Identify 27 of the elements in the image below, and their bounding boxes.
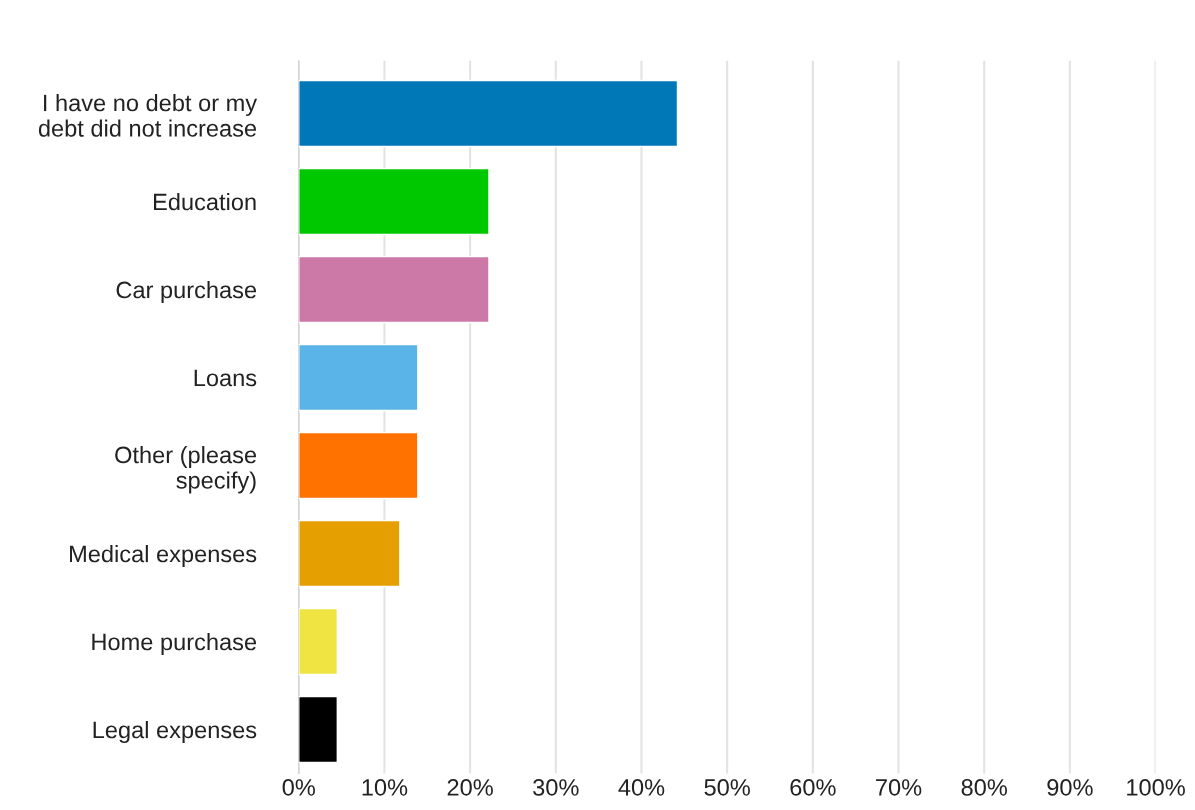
y-tick-label: Legal expenses: [93, 720, 257, 743]
x-tick-label: 10%: [362, 779, 408, 796]
bar: [298, 343, 419, 412]
x-tick-label: 60%: [790, 779, 836, 796]
y-tick-label: Medical expenses: [70, 544, 257, 567]
y-tick-label: Education: [154, 192, 256, 211]
bar: [298, 607, 339, 676]
y-tick-label: Other (please specify): [115, 445, 257, 494]
x-tick-label: 20%: [447, 779, 493, 796]
x-tick-label: 50%: [704, 779, 750, 796]
x-tick-label: 100%: [1127, 779, 1185, 796]
bar: [298, 695, 339, 764]
bar: [298, 255, 490, 324]
bar: [298, 167, 490, 236]
bar: [298, 431, 419, 500]
x-tick-label: 70%: [876, 779, 922, 796]
bar: [298, 79, 679, 148]
y-tick-label: Car purchase: [116, 280, 257, 303]
y-tick-label: I have no debt or my debt did not increase: [38, 93, 258, 137]
x-tick-label: 80%: [961, 779, 1007, 796]
bar: [298, 519, 401, 588]
x-tick-label: 0%: [282, 779, 315, 796]
x-tick-label: 90%: [1047, 779, 1093, 796]
x-tick-label: 30%: [533, 779, 579, 796]
y-tick-label: Home purchase: [92, 632, 257, 655]
x-tick-label: 40%: [618, 779, 665, 796]
y-tick-label: Loans: [194, 369, 257, 387]
